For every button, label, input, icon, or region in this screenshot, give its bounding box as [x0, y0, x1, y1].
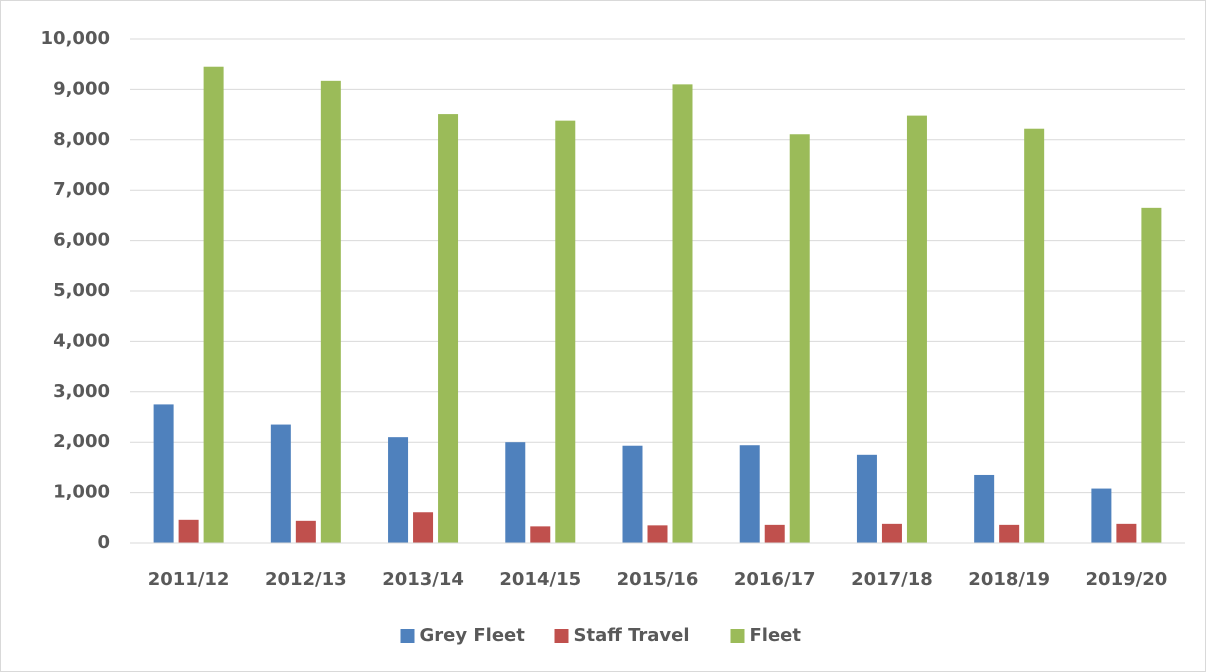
bar: [764, 524, 785, 543]
bar: [906, 115, 927, 543]
bar: [505, 442, 526, 543]
y-tick-label: 7,000: [53, 179, 110, 200]
legend-swatch: [554, 629, 569, 643]
bar: [789, 134, 810, 544]
legend-label: Staff Travel: [574, 625, 690, 646]
y-tick-label: 5,000: [53, 280, 110, 301]
x-tick-label: 2012/13: [265, 569, 347, 590]
x-tick-label: 2016/17: [734, 569, 816, 590]
bar: [1024, 128, 1045, 543]
bar: [856, 454, 877, 543]
y-tick-label: 2,000: [53, 431, 110, 452]
bar: [622, 445, 643, 543]
bar: [881, 523, 902, 543]
y-tick-label: 0: [97, 532, 110, 553]
bar: [555, 120, 576, 543]
bar: [413, 512, 434, 543]
bar: [388, 437, 409, 543]
bar: [672, 84, 693, 544]
bar: [178, 519, 199, 543]
y-tick-label: 10,000: [41, 28, 110, 49]
bar: [1116, 523, 1137, 543]
bar: [438, 114, 459, 543]
bar: [647, 525, 668, 543]
legend-label: Fleet: [750, 625, 802, 646]
bar: [295, 520, 316, 543]
bar: [739, 445, 760, 543]
y-tick-label: 6,000: [53, 230, 110, 251]
bar: [530, 526, 551, 543]
bar: [999, 524, 1020, 543]
x-tick-label: 2013/14: [382, 569, 464, 590]
x-tick-label: 2019/20: [1086, 569, 1168, 590]
y-tick-label: 9,000: [53, 78, 110, 99]
legend-swatch: [730, 629, 745, 643]
bar: [153, 404, 174, 543]
y-tick-label: 3,000: [53, 381, 110, 402]
x-tick-label: 2011/12: [148, 569, 230, 590]
y-tick-label: 1,000: [53, 482, 110, 503]
x-tick-label: 2018/19: [968, 569, 1050, 590]
bar: [1141, 207, 1162, 543]
x-tick-label: 2017/18: [851, 569, 933, 590]
bar: [320, 80, 341, 543]
bar: [270, 424, 291, 543]
y-tick-label: 8,000: [53, 129, 110, 150]
bar: [203, 66, 224, 543]
x-tick-label: 2015/16: [617, 569, 699, 590]
x-tick-label: 2014/15: [499, 569, 581, 590]
legend-swatch: [400, 629, 415, 643]
bar: [1091, 488, 1112, 543]
y-tick-label: 4,000: [53, 330, 110, 351]
legend-label: Grey Fleet: [420, 625, 526, 646]
bar: [974, 474, 995, 543]
